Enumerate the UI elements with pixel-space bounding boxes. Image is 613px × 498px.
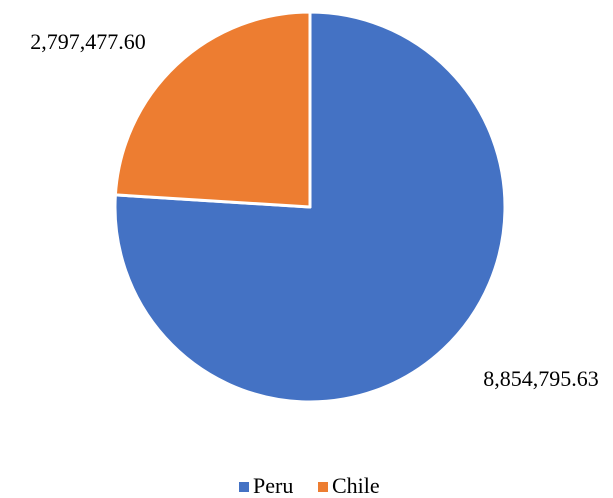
legend-label: Peru [253,473,293,498]
pie-slice [113,10,507,404]
legend-swatch [318,482,328,492]
legend-swatch [239,482,249,492]
legend-label: Chile [332,473,380,498]
data-label: 8,854,795.63 [483,366,599,391]
data-label: 2,797,477.60 [30,29,146,54]
pie-slice [113,10,312,209]
